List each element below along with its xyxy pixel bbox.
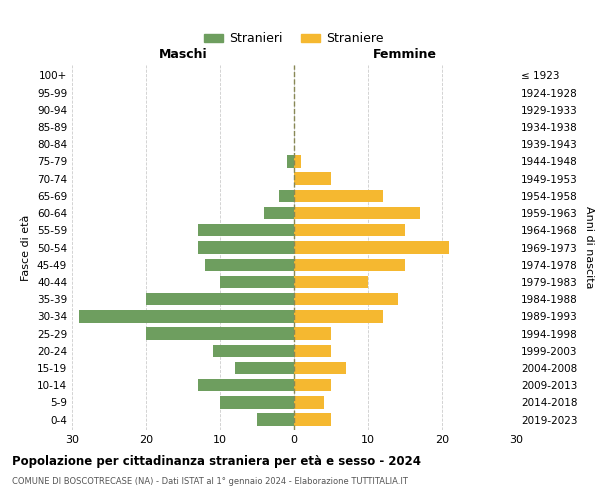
Bar (294, 328, 331, 340)
Bar (294, 344, 331, 357)
Legend: Stranieri, Straniere: Stranieri, Straniere (199, 28, 389, 50)
Bar (294, 379, 331, 392)
Bar (198, 379, 294, 392)
Bar (294, 414, 331, 426)
Bar (294, 242, 449, 254)
Bar (294, 362, 346, 374)
Bar (265, 207, 294, 220)
Bar (294, 172, 331, 185)
Bar (146, 328, 294, 340)
Text: COMUNE DI BOSCOTRECASE (NA) - Dati ISTAT al 1° gennaio 2024 - Elaborazione TUTTI: COMUNE DI BOSCOTRECASE (NA) - Dati ISTAT… (12, 478, 408, 486)
Bar (198, 224, 294, 236)
Bar (146, 293, 294, 306)
Text: Maschi: Maschi (158, 48, 208, 62)
Bar (294, 258, 405, 271)
Bar (287, 155, 294, 168)
Bar (257, 414, 294, 426)
Bar (235, 362, 294, 374)
Text: Popolazione per cittadinanza straniera per età e sesso - 2024: Popolazione per cittadinanza straniera p… (12, 455, 421, 468)
Bar (294, 310, 383, 322)
Bar (220, 396, 294, 408)
Bar (294, 396, 323, 408)
Bar (279, 190, 294, 202)
Bar (205, 258, 294, 271)
Bar (294, 276, 368, 288)
Bar (198, 242, 294, 254)
Bar (79, 310, 294, 322)
Y-axis label: Anni di nascita: Anni di nascita (584, 206, 594, 289)
Bar (294, 293, 398, 306)
Bar (212, 344, 294, 357)
Y-axis label: Fasce di età: Fasce di età (22, 214, 31, 280)
Bar (294, 155, 301, 168)
Bar (294, 207, 420, 220)
Text: Femmine: Femmine (373, 48, 437, 62)
Bar (294, 224, 405, 236)
Bar (220, 276, 294, 288)
Bar (294, 190, 383, 202)
